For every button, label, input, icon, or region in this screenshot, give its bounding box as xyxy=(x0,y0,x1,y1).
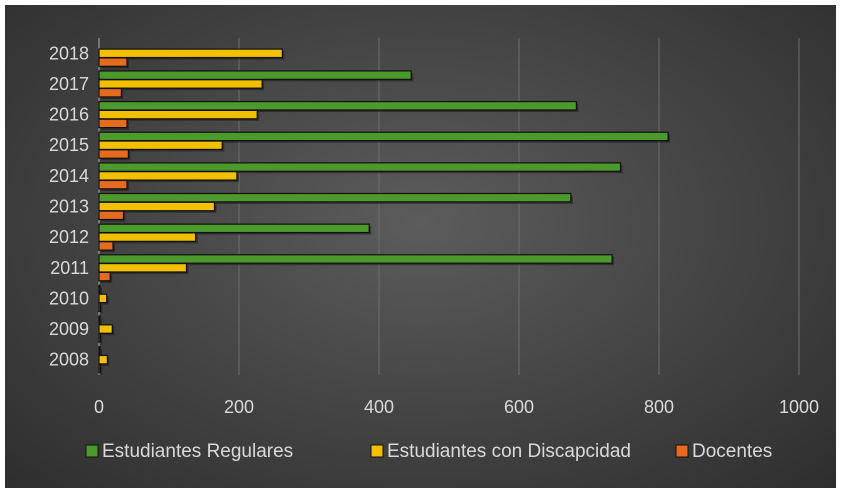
bar-docentes-2013 xyxy=(98,210,125,221)
bar-estudiantes-con-discapcidad-2011 xyxy=(98,262,188,273)
y-tick-label-2017: 2017 xyxy=(49,74,89,94)
bar-estudiantes-regulares-2011 xyxy=(98,254,613,264)
bar-docentes-2010 xyxy=(98,302,101,313)
y-tick-label-2018: 2018 xyxy=(49,43,89,63)
bar-estudiantes-regulares-2015 xyxy=(98,131,669,142)
bar-docentes-2016 xyxy=(98,118,128,129)
bar-docentes-2012 xyxy=(98,241,114,251)
y-tick-label-2008: 2008 xyxy=(49,350,89,370)
bar-estudiantes-regulares-2014 xyxy=(98,162,622,172)
bar-estudiantes-con-discapcidad-2012 xyxy=(98,232,197,242)
x-tick-label-1000: 1000 xyxy=(779,397,819,417)
bar-estudiantes-con-discapcidad-2009 xyxy=(98,324,113,334)
bar-shadow-estudiantes-regulares-2008 xyxy=(101,348,102,358)
bar-shadow-estudiantes-regulares-2009 xyxy=(101,318,102,327)
bar-estudiantes-con-discapcidad-2018 xyxy=(98,48,283,59)
x-tick-label-0: 0 xyxy=(94,397,104,417)
x-tick-label-800: 800 xyxy=(644,397,674,417)
bar-shadow-docentes-2009 xyxy=(101,335,103,345)
bar-docentes-2008 xyxy=(98,363,101,374)
bar-estudiantes-regulares-2010 xyxy=(98,284,101,295)
chart-area: 0 200 400 600 800 1000 2008 2009 2010 2011 2012 201… xyxy=(5,5,836,488)
bar-docentes-2017 xyxy=(98,87,122,98)
legend-label-docentes: Docentes xyxy=(692,441,772,462)
x-tick-label-400: 400 xyxy=(364,397,394,417)
bar-estudiantes-con-discapcidad-2014 xyxy=(98,171,238,181)
y-tick-label-2012: 2012 xyxy=(49,227,89,247)
bar-estudiantes-con-discapcidad-2008 xyxy=(98,354,108,365)
y-tick-label-2013: 2013 xyxy=(49,197,89,217)
bar-shadow-estudiantes-regulares-2010 xyxy=(101,287,102,296)
bar-estudiantes-regulares-2016 xyxy=(98,100,577,111)
bar-chart: 0 200 400 600 800 1000 2008 2009 2010 2011 2012 201… xyxy=(49,38,819,462)
legend-label-estudiantes-regulares: Estudiantes Regulares xyxy=(102,441,293,462)
bar-docentes-2009 xyxy=(98,333,101,343)
bar-estudiantes-regulares-2009 xyxy=(98,315,101,326)
y-tick-label-2011: 2011 xyxy=(50,258,89,278)
bar-estudiantes-regulares-2013 xyxy=(98,192,572,203)
bar-estudiantes-con-discapcidad-2015 xyxy=(98,140,223,151)
y-tick-label-2010: 2010 xyxy=(49,288,89,308)
legend-swatch-docentes xyxy=(675,444,689,458)
y-tick-label-2015: 2015 xyxy=(49,135,89,155)
y-tick-label-2016: 2016 xyxy=(49,105,89,125)
bar-docentes-2014 xyxy=(98,179,128,190)
legend-label-estudiantes-con-discapcidad: Estudiantes con Discapcidad xyxy=(387,441,631,462)
bar-shadow-docentes-2008 xyxy=(101,366,103,375)
bar-estudiantes-con-discapcidad-2016 xyxy=(98,109,258,120)
bar-estudiantes-regulares-2008 xyxy=(98,346,101,356)
bar-estudiantes-regulares-2012 xyxy=(98,223,370,234)
bar-estudiantes-con-discapcidad-2013 xyxy=(98,201,216,212)
bar-estudiantes-regulares-2017 xyxy=(98,70,412,80)
y-tick-label-2009: 2009 xyxy=(49,319,89,339)
bar-docentes-2018 xyxy=(98,57,128,67)
bar-estudiantes-con-discapcidad-2017 xyxy=(98,79,263,89)
legend-swatch-estudiantes-regulares xyxy=(85,444,99,458)
x-tick-label-200: 200 xyxy=(224,397,254,417)
bar-shadow-docentes-2010 xyxy=(101,305,103,314)
legend-swatch-estudiantes-con-discapcidad xyxy=(370,444,384,458)
x-tick-label-600: 600 xyxy=(504,397,534,417)
bar-estudiantes-con-discapcidad-2010 xyxy=(98,293,108,304)
bar-docentes-2011 xyxy=(98,271,111,282)
bar-docentes-2015 xyxy=(98,149,129,159)
y-tick-label-2014: 2014 xyxy=(49,166,89,186)
